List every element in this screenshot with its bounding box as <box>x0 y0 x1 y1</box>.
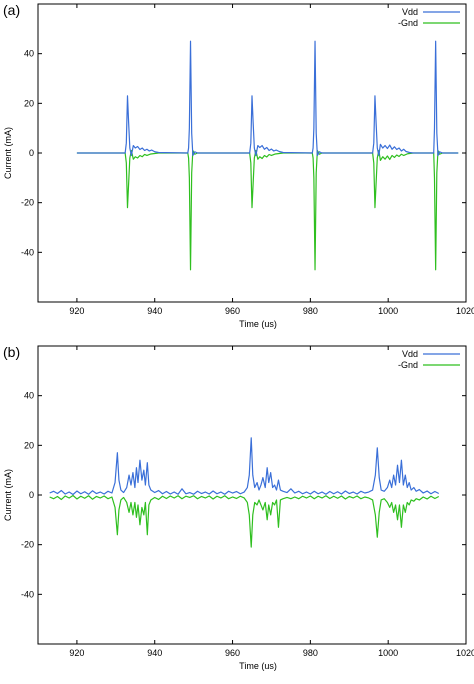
y-tick-label: 40 <box>24 391 34 401</box>
legend-label: -Gnd <box>398 360 418 370</box>
x-tick-label: 980 <box>303 306 318 316</box>
y-tick-label: 40 <box>24 49 34 59</box>
panel-label-b: (b) <box>3 344 21 360</box>
panel-label-a: (a) <box>3 2 21 18</box>
y-tick-label: 20 <box>24 98 34 108</box>
y-tick-label: 0 <box>29 148 34 158</box>
y-tick-label: -20 <box>21 198 34 208</box>
x-tick-label: 920 <box>69 306 84 316</box>
legend: Vdd-Gnd <box>398 7 460 28</box>
x-tick-label: 960 <box>225 648 240 658</box>
x-tick-label: 920 <box>69 648 84 658</box>
x-tick-label: 960 <box>225 306 240 316</box>
x-tick-label: 940 <box>147 306 162 316</box>
x-tick-label: 980 <box>303 648 318 658</box>
legend-label: Vdd <box>402 349 418 359</box>
y-tick-label: -20 <box>21 540 34 550</box>
series-line-vdd <box>49 437 440 496</box>
x-axis-label: Time (us) <box>239 661 277 671</box>
x-tick-label: 940 <box>147 648 162 658</box>
series-line-gnd <box>49 494 440 548</box>
x-tick-label: 1000 <box>378 648 398 658</box>
chart-panel-a: (a) 920 940 960 980 1000 1020 -40 -20 0 20 40 Time … <box>3 2 474 329</box>
legend-label: Vdd <box>402 7 418 17</box>
y-tick-label: -40 <box>21 589 34 599</box>
x-axis-label: Time (us) <box>239 319 277 329</box>
chart-panel-b: (b) 920 940 960 980 1000 1020 -40 -20 0 20 40 Time … <box>0 342 474 684</box>
y-axis-label: Current (mA) <box>3 127 13 179</box>
y-tick-label: 0 <box>29 490 34 500</box>
x-tick-label: 1000 <box>378 306 398 316</box>
y-axis-label: Current (mA) <box>3 469 13 521</box>
legend: Vdd-Gnd <box>398 349 460 370</box>
plot-frame <box>37 345 467 645</box>
chart-b: 920 940 960 980 1000 1020 -40 -20 0 20 40 Time (us)… <box>3 345 474 671</box>
series-line-vdd <box>76 40 459 157</box>
y-tick-label: 20 <box>24 440 34 450</box>
y-tick-label: -40 <box>21 247 34 257</box>
x-tick-label: 1020 <box>456 306 474 316</box>
legend-label: -Gnd <box>398 18 418 28</box>
chart-a: 920 940 960 980 1000 1020 -40 -20 0 20 40 Time (us)… <box>3 3 474 329</box>
x-tick-label: 1020 <box>456 648 474 658</box>
series-line-gnd <box>76 149 459 271</box>
